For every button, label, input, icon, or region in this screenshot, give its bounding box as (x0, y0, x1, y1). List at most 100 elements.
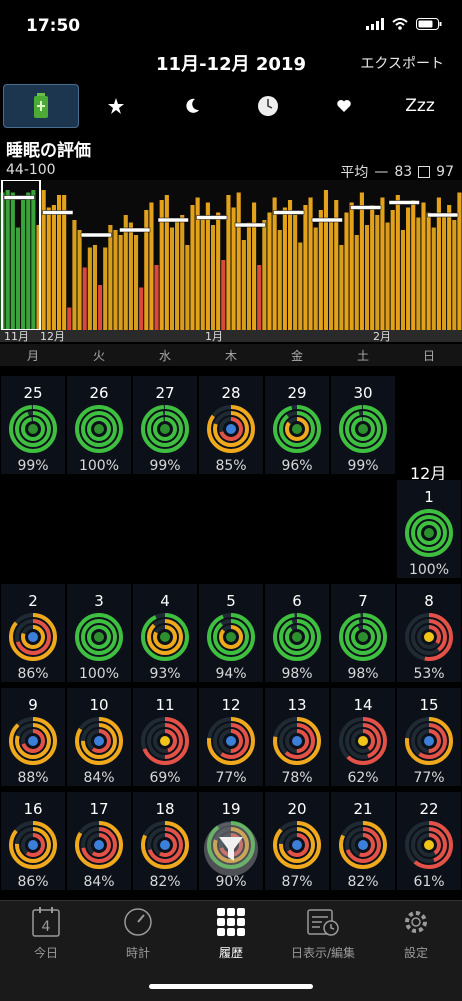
tab-moon[interactable] (154, 84, 230, 128)
filter-button[interactable] (204, 822, 258, 876)
calendar-day-score: 87% (281, 874, 313, 890)
tabbar-clock[interactable]: 時計 (92, 907, 184, 961)
chart-bar (329, 220, 334, 330)
calendar-day-cell[interactable]: 18 82% (133, 792, 197, 890)
calendar-day-cell[interactable]: 2 86% (1, 584, 65, 682)
chart-bar (98, 285, 103, 330)
calendar-day-cell[interactable]: 22 61% (397, 792, 461, 890)
calendar-day-cell[interactable]: 13 78% (265, 688, 329, 786)
calendar-day-cell[interactable]: 3 100% (67, 584, 131, 682)
chart-weekly-average-line (3, 195, 35, 200)
ring-center (160, 424, 170, 434)
chart-bar (385, 222, 390, 330)
ring-center (292, 736, 302, 746)
chart-bar (354, 235, 359, 330)
tab-star[interactable] (78, 84, 154, 128)
calendar-day-number: 15 (419, 696, 439, 714)
calendar-day-cell[interactable]: 10 84% (67, 688, 131, 786)
calendar-day-cell[interactable]: 12 77% (199, 688, 263, 786)
calendar-day-score: 100% (78, 666, 120, 682)
calendar-day-cell[interactable]: 14 62% (331, 688, 395, 786)
ring-arc (87, 833, 111, 857)
calendar-day-cell[interactable]: 8 53% (397, 584, 461, 682)
chart-legend: 平均 — 83 97 (340, 162, 454, 182)
calendar-day-cell[interactable]: 9 88% (1, 688, 65, 786)
export-button[interactable]: エクスポート (360, 56, 444, 72)
tabbar-day-edit[interactable]: 日表示/編集 (277, 907, 369, 961)
ring-arc (411, 619, 447, 655)
chart-bar (416, 217, 421, 330)
tabbar-history-label: 履歴 (218, 946, 243, 960)
tab-battery[interactable] (3, 84, 79, 128)
tab-heart[interactable] (306, 84, 382, 128)
ring-center (28, 736, 38, 746)
legend-avg-value: 83 (394, 164, 413, 180)
tab-clock[interactable] (230, 84, 306, 128)
sleep-score-chart[interactable]: 11月 12月 1月 2月 (0, 180, 462, 344)
ring-arc (141, 717, 189, 765)
calendar-day-cell[interactable]: 29 96% (265, 376, 329, 474)
ring-arc (351, 833, 375, 857)
zzz-icon: Zzz (405, 96, 435, 116)
ring-center (358, 632, 368, 642)
chart-bar (411, 200, 416, 330)
battery-status-icon (416, 18, 442, 30)
chart-bar (154, 265, 159, 330)
calendar-day-cell[interactable]: 5 94% (199, 584, 263, 682)
ring-arc (15, 411, 51, 447)
calendar-day-cell[interactable]: 20 87% (265, 792, 329, 890)
ring-arc (21, 417, 45, 441)
sleep-rings-icon (9, 717, 57, 765)
chart-bar (426, 212, 431, 330)
sleep-rings-icon (273, 405, 321, 453)
clock-icon (258, 96, 278, 116)
chart-month-label: 12月 (40, 330, 65, 343)
chart-bar (436, 197, 441, 330)
calendar-day-cell[interactable]: 11 69% (133, 688, 197, 786)
ring-arc (213, 619, 249, 655)
calendar-day-cell[interactable]: 30 99% (331, 376, 395, 474)
calendar-day-cell[interactable]: 21 82% (331, 792, 395, 890)
chart-bar (282, 207, 287, 330)
tabbar-settings[interactable]: 設定 (370, 907, 462, 961)
ring-arc (411, 723, 447, 759)
ring-arc (285, 833, 309, 857)
chart-bar (236, 192, 241, 330)
calendar-day-cell[interactable]: 1 100% (397, 480, 461, 578)
calendar-day-cell[interactable]: 25 99% (1, 376, 65, 474)
chart-bar (323, 190, 329, 330)
calendar-day-cell[interactable]: 27 99% (133, 376, 197, 474)
tabbar-history[interactable]: 履歴 (185, 907, 277, 961)
tabbar-today[interactable]: 4 今日 (0, 907, 92, 961)
chart-weekly-average-line (157, 217, 189, 223)
page-title: 11月-12月 2019 (156, 54, 306, 75)
calendar-day-score: 100% (78, 458, 120, 474)
calendar-day-cell[interactable]: 15 77% (397, 688, 461, 786)
tab-zzz[interactable]: Zzz (382, 84, 458, 128)
chart-bar (195, 197, 200, 330)
calendar-day-cell[interactable]: 28 85% (199, 376, 263, 474)
chart-bar (123, 215, 128, 330)
calendar-day-score: 98% (281, 666, 313, 682)
calendar-day-cell[interactable]: 16 86% (1, 792, 65, 890)
calendar-day-cell[interactable]: 7 98% (331, 584, 395, 682)
calendar-day-cell[interactable]: 4 93% (133, 584, 197, 682)
calendar-day-score: 99% (347, 458, 379, 474)
wifi-icon (392, 18, 408, 30)
chart-bar (87, 247, 92, 330)
calendar-day-cell[interactable]: 6 98% (265, 584, 329, 682)
ring-arc (339, 613, 387, 661)
calendar-day-cell[interactable]: 17 84% (67, 792, 131, 890)
chart-bar (318, 210, 323, 330)
calendar-day-number: 19 (221, 800, 241, 818)
calendar-day-number: 5 (226, 592, 236, 610)
chart-bar (180, 215, 185, 330)
ring-arc (345, 411, 381, 447)
chart-bar (133, 235, 139, 330)
calendar-day-cell[interactable]: 26 100% (67, 376, 131, 474)
calendar-day-number: 10 (89, 696, 109, 714)
ring-arc (75, 821, 123, 869)
ring-center (358, 736, 368, 746)
chart-bar (364, 225, 370, 330)
chart-bar (293, 215, 298, 330)
